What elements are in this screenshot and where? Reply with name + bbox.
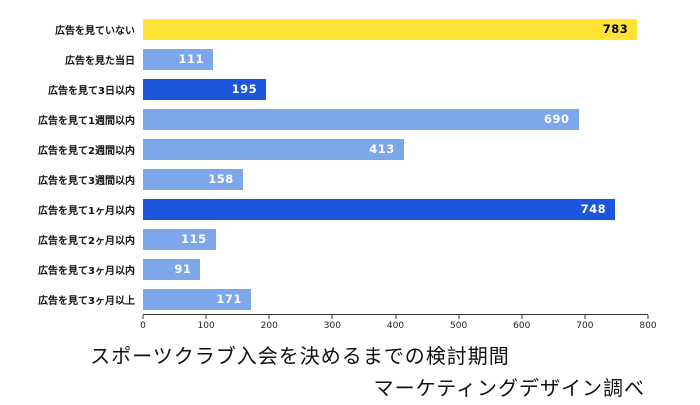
bar-track: 115 <box>143 228 648 250</box>
bar: 111 <box>143 48 214 70</box>
x-tick-label: 300 <box>323 321 341 331</box>
x-tick-label: 400 <box>386 321 405 331</box>
x-tick-label: 200 <box>260 321 278 331</box>
x-tick-label: 500 <box>450 321 468 331</box>
x-tick-mark <box>584 315 586 319</box>
x-tick-mark <box>395 315 396 319</box>
value-label: 158 <box>208 172 234 186</box>
bar: 158 <box>143 168 243 190</box>
category-label: 広告を見て2ヶ月以内 <box>38 235 135 247</box>
x-axis-spacer <box>8 314 143 332</box>
bar: 413 <box>143 138 404 160</box>
bar-track: 91 <box>143 258 648 280</box>
value-label: 171 <box>216 292 242 306</box>
value-label: 783 <box>602 22 629 36</box>
bar: 91 <box>143 258 201 280</box>
value-label: 111 <box>178 52 205 66</box>
category-label: 広告を見て3ヶ月以上 <box>38 295 135 307</box>
category-label: 広告を見ていない <box>55 25 135 37</box>
bar-track: 783 <box>143 18 648 40</box>
category-label: 広告を見て1週間以内 <box>38 115 135 127</box>
chart-row: 広告を見て3日以内 195 <box>8 74 648 104</box>
bar: 115 <box>143 228 216 250</box>
bar: 195 <box>143 78 267 100</box>
chart-title: スポーツクラブ入会を決めるまでの検討期間 <box>90 344 510 368</box>
bar: 748 <box>143 198 616 220</box>
bar-track: 158 <box>143 168 648 190</box>
chart-row: 広告を見た当日 111 <box>8 44 648 74</box>
value-label: 690 <box>544 112 570 126</box>
bar: 783 <box>143 18 638 40</box>
bar-track: 748 <box>143 198 648 220</box>
bar-chart-plot: 広告を見ていない 783 広告を見た当日 111 広告を見て3日以内 195 広告を見て1週… <box>8 14 657 333</box>
x-tick-mark <box>521 315 523 319</box>
x-tick-mark <box>647 315 649 319</box>
bar-track: 690 <box>143 108 648 130</box>
x-tick-label: 100 <box>197 321 215 331</box>
bar-track: 171 <box>143 288 648 310</box>
value-label: 91 <box>174 262 192 276</box>
value-label: 413 <box>369 142 395 156</box>
x-tick-label: 0 <box>140 321 146 331</box>
chart-row: 広告を見て3ヶ月以内 91 <box>8 254 648 284</box>
value-label: 115 <box>181 232 207 246</box>
x-tick-label: 800 <box>639 321 657 331</box>
bar: 171 <box>143 288 251 310</box>
chart-row: 広告を見て2週間以内 413 <box>8 134 648 164</box>
chart-row: 広告を見て2ヶ月以内 115 <box>8 224 648 254</box>
category-label: 広告を見て3ヶ月以内 <box>38 265 135 277</box>
x-tick-mark <box>331 315 333 319</box>
bar-track: 111 <box>143 48 648 70</box>
chart-source-note: マーケティングデザイン調べ <box>373 376 645 400</box>
x-tick-mark <box>268 315 270 319</box>
category-label: 広告を見て1ヶ月以内 <box>38 205 135 217</box>
value-label: 748 <box>580 202 607 216</box>
chart-row: 広告を見て3ヶ月以上 171 <box>8 284 648 314</box>
bar-rows: 広告を見ていない 783 広告を見た当日 111 広告を見て3日以内 195 広告を見て1週… <box>8 14 648 314</box>
category-label: 広告を見て3週間以内 <box>38 175 135 187</box>
bar: 690 <box>143 108 579 130</box>
chart-row: 広告を見ていない 783 <box>8 14 648 44</box>
x-tick-mark <box>142 315 144 319</box>
x-tick-mark <box>205 315 207 319</box>
chart-row: 広告を見て3週間以内 158 <box>8 164 648 194</box>
x-tick-mark <box>458 315 460 319</box>
value-label: 195 <box>231 82 258 96</box>
bar-track: 195 <box>143 78 648 100</box>
x-tick-label: 700 <box>576 321 594 331</box>
x-axis-row: 0 100 200 300 400 500 600 700 800 <box>8 314 657 333</box>
category-label: 広告を見て2週間以内 <box>38 145 135 157</box>
chart-row: 広告を見て1ヶ月以内 748 <box>8 194 648 224</box>
chart-row: 広告を見て1週間以内 690 <box>8 104 648 134</box>
bar-track: 413 <box>143 138 648 160</box>
x-tick-label: 600 <box>513 321 531 331</box>
x-axis: 0 100 200 300 400 500 600 700 800 <box>140 314 657 333</box>
category-label: 広告を見た当日 <box>65 55 135 67</box>
category-label: 広告を見て3日以内 <box>48 85 135 97</box>
